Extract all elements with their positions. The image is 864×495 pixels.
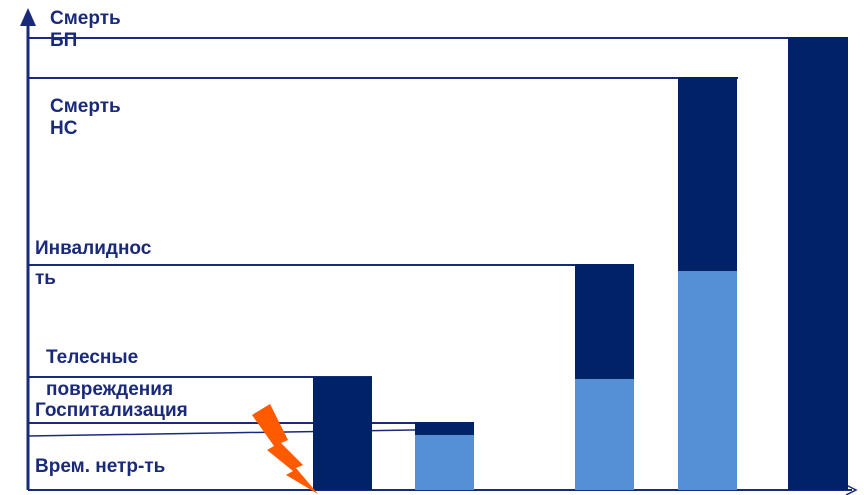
label-hospitalization: Госпитализация (35, 400, 188, 421)
label-death-occupational: Смерть БП (50, 8, 121, 51)
label-injuries: Телесные повреждения (46, 347, 174, 400)
level-line-hospitalization-2 (27, 428, 475, 437)
label-disability: Инвалиднос ть (35, 238, 152, 289)
label-temp-disability: Врем. нетр-ть (35, 456, 166, 477)
bar-hospitalization-bottom (415, 435, 474, 490)
label-death-accident: Смерть НС (50, 96, 121, 139)
bar-disability-bottom (575, 379, 634, 490)
arrow-up-icon (20, 8, 36, 26)
bar-injuries (313, 377, 372, 490)
bar-death-accident-top (678, 77, 737, 271)
arrow-right-icon (845, 484, 858, 495)
bar-death-occupational (788, 37, 848, 490)
lightning-icon (252, 404, 318, 494)
bar-hospitalization-top (415, 422, 474, 435)
bar-death-accident-bottom (678, 271, 737, 490)
bar-disability-top (575, 264, 634, 379)
